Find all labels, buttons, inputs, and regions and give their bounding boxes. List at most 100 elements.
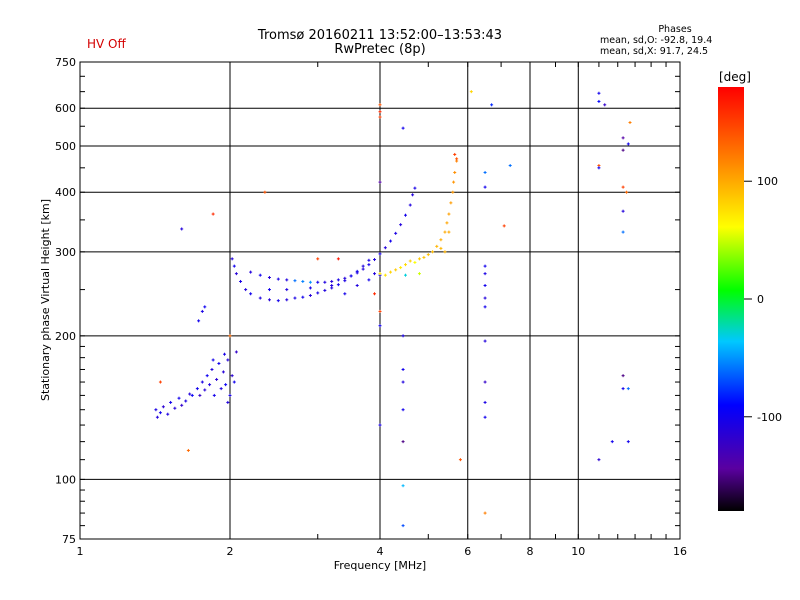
data-point [219, 387, 223, 391]
data-point [394, 231, 398, 235]
data-point [597, 166, 601, 170]
data-point [285, 278, 289, 282]
data-point [431, 250, 435, 254]
data-point [603, 103, 607, 107]
data-point [439, 238, 443, 242]
y-tick-label: 750 [55, 56, 76, 69]
data-point [267, 276, 271, 280]
data-point [228, 334, 232, 338]
data-point [258, 273, 262, 277]
x-tick-label: 8 [527, 545, 534, 558]
phase-colorbar [718, 87, 744, 511]
data-point [445, 221, 449, 225]
data-point [263, 190, 267, 194]
data-point [394, 268, 398, 272]
data-point [621, 136, 625, 140]
data-point [258, 296, 262, 300]
data-point [453, 152, 457, 156]
data-point [226, 400, 230, 404]
data-point [226, 358, 230, 362]
data-point [211, 212, 215, 216]
data-point [449, 201, 453, 205]
data-point [211, 358, 215, 362]
data-point [221, 370, 225, 374]
data-point [336, 257, 340, 261]
data-point [389, 239, 393, 243]
data-point [217, 361, 221, 365]
data-point [173, 406, 177, 410]
data-point [244, 288, 248, 292]
data-point [232, 380, 236, 384]
data-point [483, 511, 487, 515]
data-point [483, 305, 487, 309]
data-point [621, 148, 625, 152]
data-point [367, 278, 371, 282]
data-points [154, 90, 632, 528]
chart-axes: 1 2 4 6 8 10 16 75 100 200 300 400 500 600 750 [55, 56, 687, 558]
data-point [239, 279, 243, 283]
data-point [403, 273, 407, 277]
data-point [621, 230, 625, 234]
data-point [378, 423, 382, 427]
data-point [401, 440, 405, 444]
colorbar-ticks: 100 0 -100 [744, 175, 782, 424]
data-point [180, 403, 184, 407]
data-point [413, 186, 417, 190]
data-point [190, 393, 194, 397]
x-axis-label: Frequency [MHz] [334, 559, 426, 572]
x-tick-label: 10 [571, 545, 585, 558]
data-point [373, 272, 377, 276]
data-point [336, 278, 340, 282]
plot-frame [79, 61, 681, 540]
chart-grid [80, 62, 680, 539]
data-point [308, 286, 312, 290]
data-point [373, 258, 377, 262]
data-point [483, 170, 487, 174]
data-point [621, 374, 625, 378]
data-point [197, 319, 201, 323]
data-point [276, 299, 280, 303]
data-point [293, 296, 297, 300]
y-axis-label: Stationary phase Virtual Height [km] [39, 199, 52, 401]
y-tick-label: 300 [55, 246, 76, 259]
data-point [597, 99, 601, 103]
data-point [361, 264, 365, 268]
data-point [276, 277, 280, 281]
data-point [154, 408, 158, 412]
data-point [383, 246, 387, 250]
data-point [483, 380, 487, 384]
x-tick-label: 2 [227, 545, 234, 558]
data-point [203, 388, 207, 392]
data-point [408, 203, 412, 207]
data-point [336, 283, 340, 287]
data-point [483, 185, 487, 189]
data-point [621, 185, 625, 189]
data-point [422, 255, 426, 259]
data-point [453, 170, 457, 174]
x-tick-label: 16 [673, 545, 687, 558]
data-point [417, 272, 421, 276]
data-point [626, 142, 630, 146]
data-point [401, 484, 405, 488]
chart-title: Tromsø 20160211 13:52:00–13:53:43 [257, 28, 503, 43]
data-point [355, 271, 359, 275]
data-point [621, 387, 625, 391]
data-point [443, 250, 447, 254]
data-point [203, 305, 207, 309]
data-point [401, 334, 405, 338]
phases-o-stats: mean, sd,O: -92.8, 19.4 [600, 35, 713, 46]
data-point [403, 213, 407, 217]
data-point [188, 392, 192, 396]
data-point [161, 405, 165, 409]
data-point [180, 227, 184, 231]
data-point [451, 190, 455, 194]
data-point [215, 377, 219, 381]
data-point [169, 400, 173, 404]
data-point [212, 393, 216, 397]
x-tick-label: 6 [464, 545, 471, 558]
data-point [378, 115, 382, 119]
data-point [469, 90, 473, 94]
data-point [597, 91, 601, 95]
data-point [483, 415, 487, 419]
x-tick-label: 1 [77, 545, 84, 558]
